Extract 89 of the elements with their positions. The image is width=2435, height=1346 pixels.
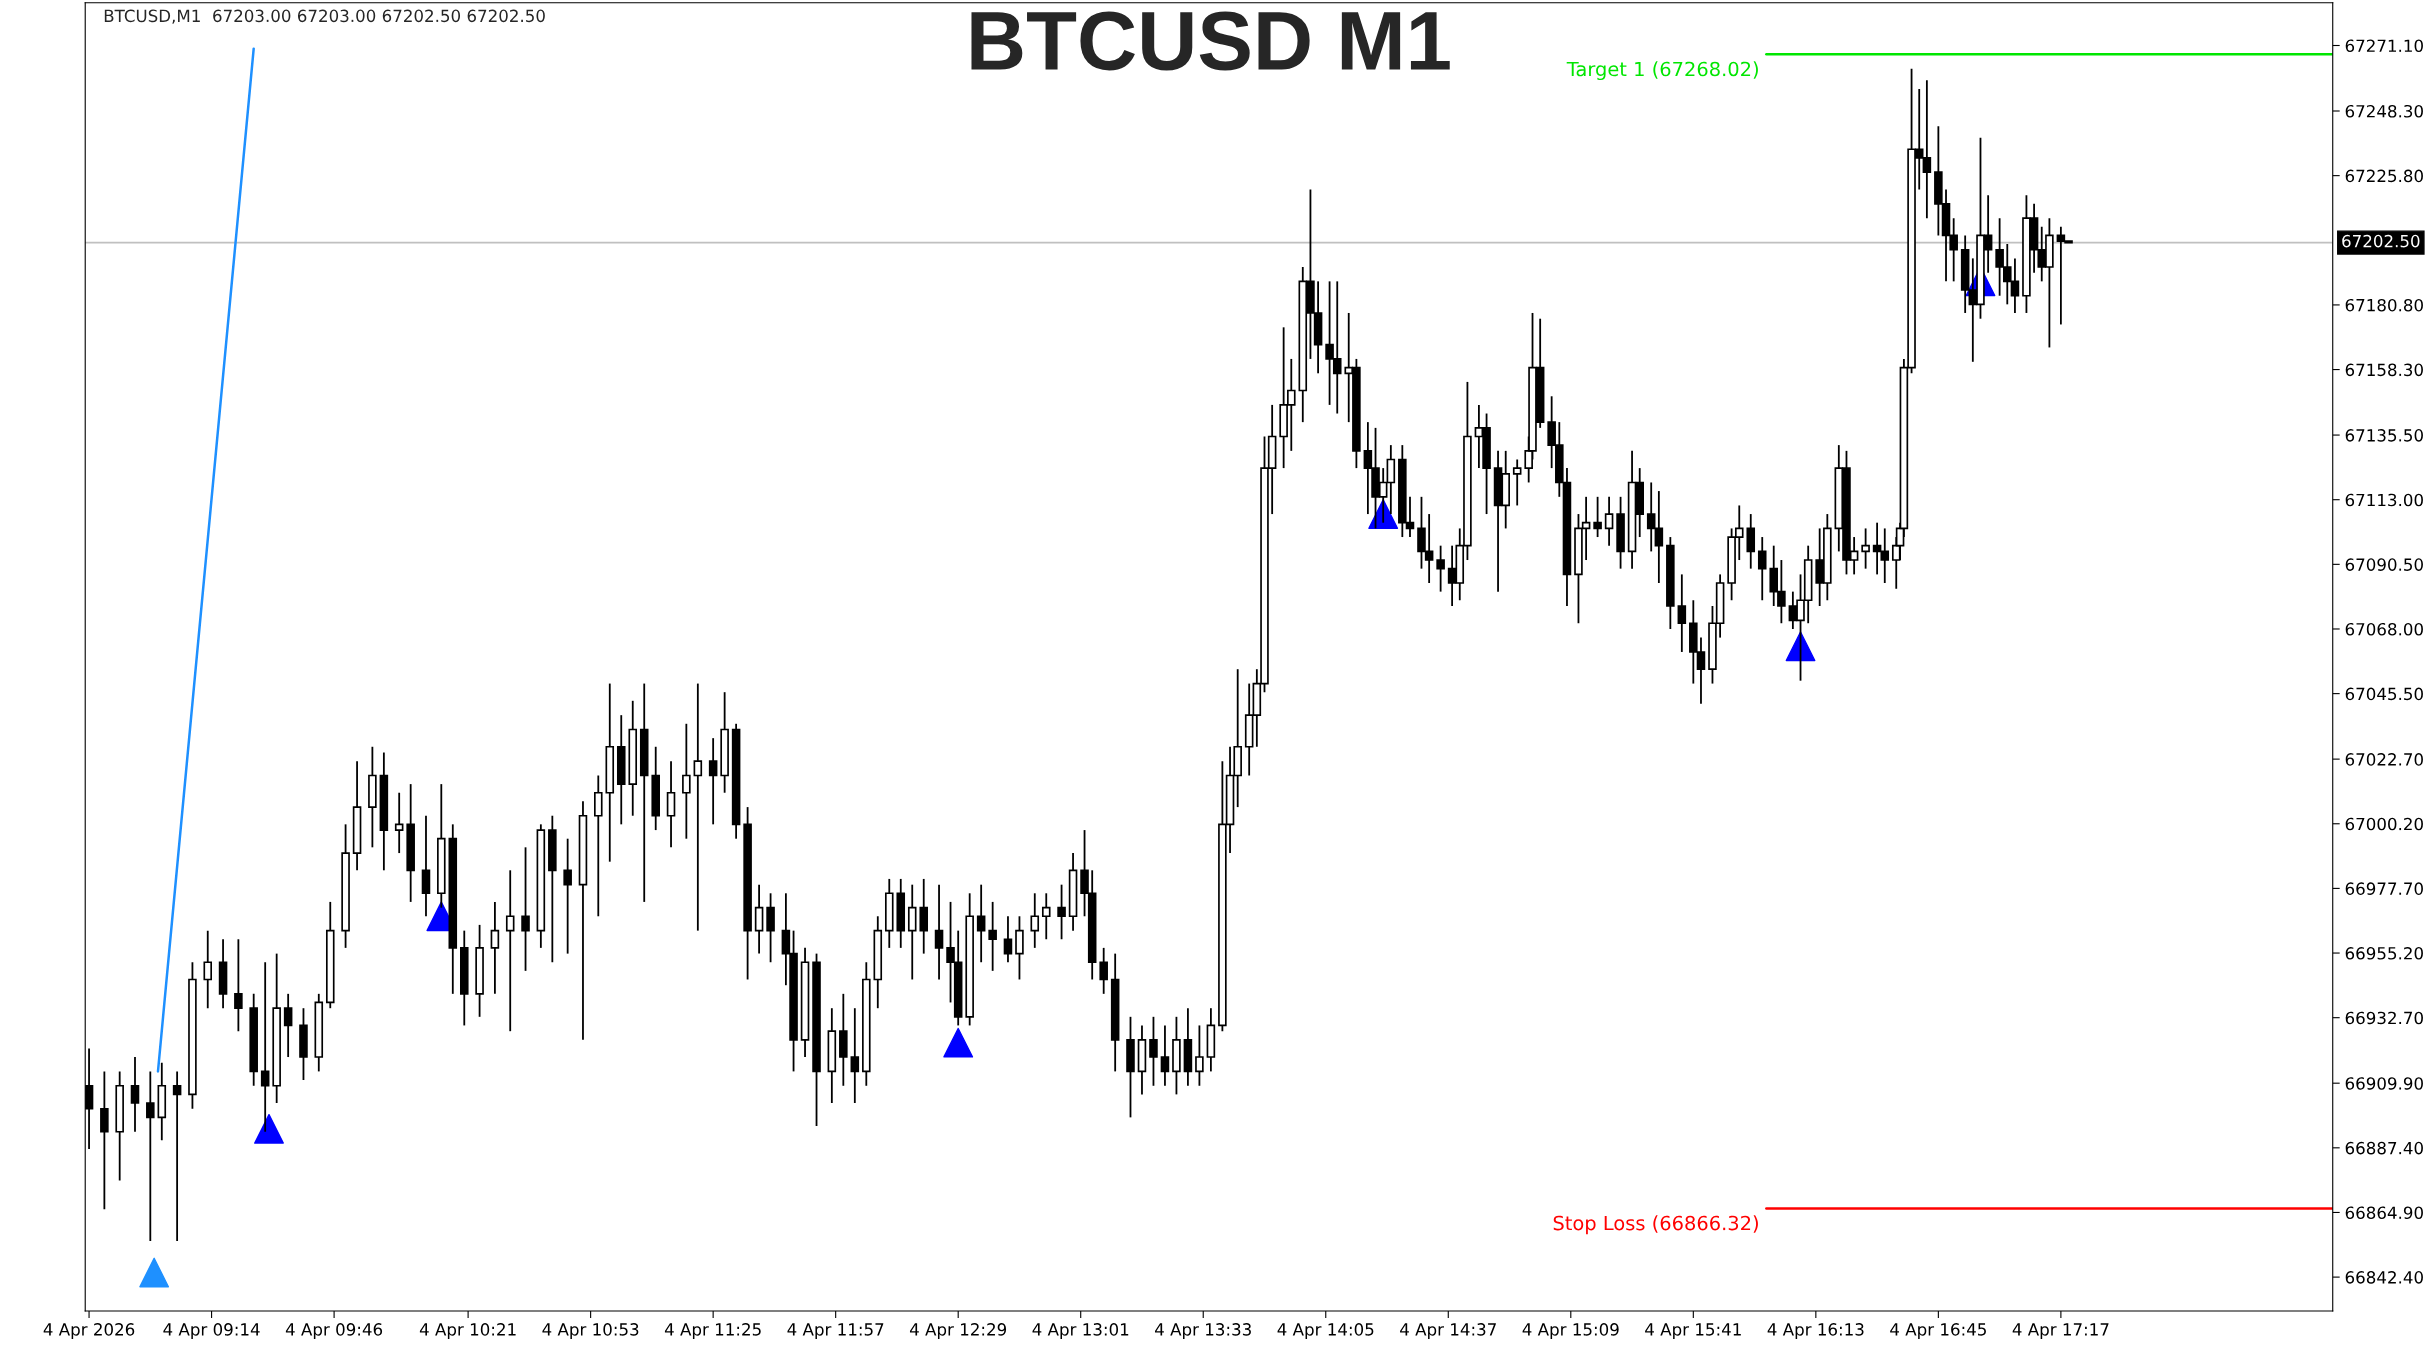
candlestick <box>1015 915 1024 981</box>
y-tick-label: 67180.80 <box>2345 298 2423 312</box>
y-tick-label: 67090.50 <box>2345 558 2423 571</box>
x-tick-label: 4 Apr 10:53 <box>542 1323 639 1339</box>
x-tick-label: 4 Apr 09:14 <box>163 1323 260 1339</box>
candlestick <box>754 883 764 955</box>
x-tick-label: 4 Apr 2026 <box>43 1323 135 1339</box>
candlestick <box>1057 883 1066 941</box>
candlestick <box>1160 1024 1170 1087</box>
x-tick-label: 4 Apr 13:01 <box>1032 1323 1129 1339</box>
y-tick-label: 66977.70 <box>2345 882 2423 895</box>
chart-title: BTCUSD M1 <box>971 11 1450 71</box>
candlestick <box>1195 1024 1204 1087</box>
y-tick-label: 66864.90 <box>2345 1206 2423 1220</box>
y-tick-label: 66909.90 <box>2345 1077 2423 1090</box>
candlestick <box>1746 513 1756 570</box>
x-tick-label: 4 Apr 11:25 <box>664 1323 761 1339</box>
candlestick <box>976 883 986 964</box>
candlestick <box>521 846 530 972</box>
annotation: BTCUSD,M1 67203.00 67203.00 67202.50 67202.50 <box>104 9 545 24</box>
y-tick-label: 66955.20 <box>2345 947 2423 960</box>
candlestick <box>172 1070 182 1242</box>
candlestick <box>1757 536 1767 602</box>
candlestick <box>666 760 676 849</box>
candlestick <box>1604 495 1614 547</box>
x-tick-label: 4 Apr 13:33 <box>1155 1323 1251 1339</box>
x-tick-label: 4 Apr 10:21 <box>419 1323 516 1339</box>
candlestick <box>919 878 929 955</box>
y-tick-label: 67045.50 <box>2345 687 2423 701</box>
candlestick <box>1099 946 1108 995</box>
candlestick <box>1030 892 1040 949</box>
candlestick <box>421 814 431 918</box>
x-tick-label: 4 Apr 17:17 <box>2012 1323 2109 1339</box>
candlestick <box>203 929 213 1010</box>
candlestick <box>1861 527 1870 570</box>
candlestick <box>100 1070 109 1211</box>
y-tick-label: 66932.70 <box>2345 1011 2423 1025</box>
candlestick <box>988 901 997 972</box>
point <box>1785 631 1816 662</box>
y-tick-label: 67225.80 <box>2345 169 2423 183</box>
candlestick <box>1593 495 1602 538</box>
candlestick <box>1436 544 1445 593</box>
candlestick <box>594 774 603 918</box>
y-tick-label: 67158.30 <box>2345 363 2423 377</box>
point <box>139 1257 170 1288</box>
x-tick-label: 4 Apr 15:09 <box>1522 1323 1619 1339</box>
candlestick <box>1677 573 1687 653</box>
ref-line-label: Stop Loss (66866.32) <box>1553 1215 1758 1235</box>
candlestick <box>260 961 270 1133</box>
candlestick <box>708 737 718 826</box>
x-tick-label: 4 Apr 11:57 <box>787 1323 884 1339</box>
candlestick <box>693 682 703 932</box>
x-tick-label: 4 Apr 16:13 <box>1767 1323 1864 1339</box>
candlestick <box>146 1070 155 1242</box>
point <box>943 1027 974 1058</box>
candlestick <box>130 1056 140 1133</box>
candlestick <box>1003 915 1013 964</box>
y-tick-label: 67113.00 <box>2345 493 2423 507</box>
y-tick-label: 67248.30 <box>2345 104 2423 118</box>
candlestick <box>283 992 293 1058</box>
candlestick <box>1041 892 1051 941</box>
point <box>254 1113 284 1144</box>
y-tick-label: 67022.70 <box>2345 753 2423 766</box>
x-tick-label: 4 Apr 16:45 <box>1890 1323 1986 1339</box>
y-tick-label: 67068.00 <box>2345 622 2423 636</box>
ref-line-label: Target 1 (67268.02) <box>1566 61 1758 81</box>
x-tick-label: 4 Apr 15:41 <box>1645 1323 1741 1339</box>
y-tick-label: 66887.40 <box>2345 1141 2423 1155</box>
y-tick-label: 66842.40 <box>2345 1271 2423 1284</box>
y-tick-label: 67000.20 <box>2345 817 2423 831</box>
candlestick <box>394 791 404 854</box>
x-tick-label: 4 Apr 14:05 <box>1277 1323 1374 1339</box>
candlestick <box>907 883 917 981</box>
candlestick <box>766 892 775 964</box>
ref-line-label: 67202.50 <box>2342 234 2420 248</box>
candlestick <box>563 837 572 955</box>
x-tick-label: 4 Apr 09:46 <box>285 1323 383 1339</box>
y-tick-label: 67135.50 <box>2345 429 2423 442</box>
candlestick <box>1149 1015 1158 1087</box>
candlestick <box>850 1007 860 1104</box>
candlestick <box>682 722 691 840</box>
candlestick <box>490 901 500 995</box>
x-tick-label: 4 Apr 12:29 <box>909 1323 1007 1339</box>
candlestick <box>1512 458 1522 507</box>
x-tick-label: 4 Apr 14:37 <box>1400 1323 1496 1339</box>
candlestick <box>934 883 944 981</box>
candlestick <box>505 869 515 1033</box>
y-tick-label: 67271.10 <box>2345 39 2423 53</box>
candlestick <box>234 938 243 1033</box>
